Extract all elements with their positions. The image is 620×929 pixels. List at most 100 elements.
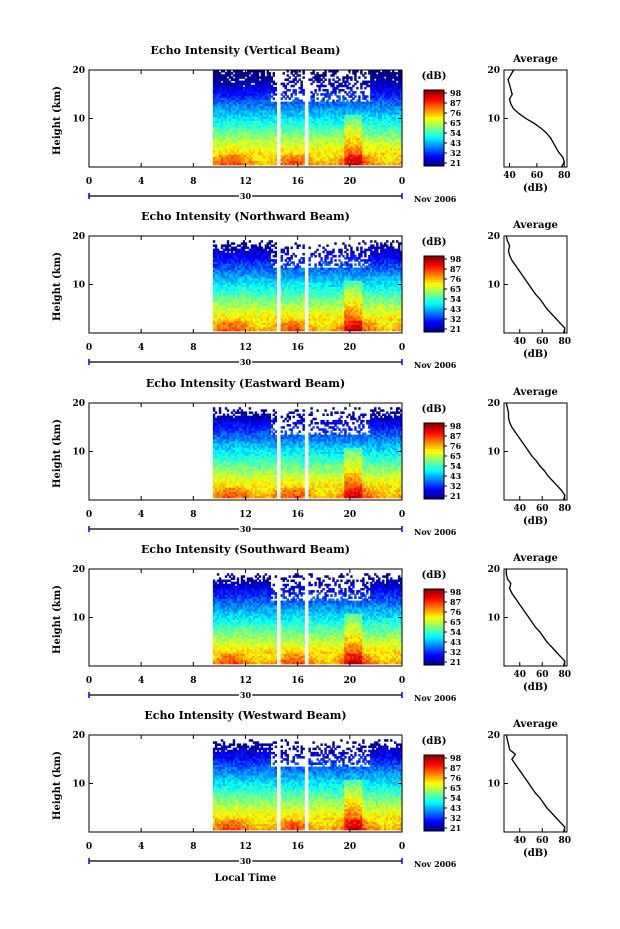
panel-title: Echo Intensity (Northward Beam) — [141, 210, 350, 223]
heatmap-cell — [378, 135, 381, 138]
heatmap-cell — [246, 118, 250, 122]
heatmap-cell — [382, 133, 385, 136]
heatmap-cell — [366, 105, 369, 109]
heatmap-cell — [246, 148, 250, 151]
heatmap-cell — [226, 271, 230, 275]
heatmap-cell — [240, 328, 244, 332]
heatmap-cell — [224, 135, 228, 138]
heatmap-cell — [218, 93, 222, 96]
heatmap-cell — [256, 288, 260, 292]
heatmap-cell — [250, 122, 254, 126]
heatmap-cell — [344, 162, 347, 166]
colorbar-segment — [424, 139, 444, 143]
heatmap-cell — [224, 122, 228, 126]
heatmap-cell — [392, 135, 395, 138]
heatmap-cell — [212, 78, 216, 81]
heatmap-cell — [236, 267, 240, 271]
heatmap-cell — [260, 261, 264, 264]
heatmap-cell — [314, 107, 317, 111]
heatmap-cell — [364, 82, 367, 86]
heatmap-cell — [400, 135, 403, 138]
heatmap-cell — [226, 244, 230, 247]
heatmap-cell — [224, 297, 228, 300]
heatmap-cell — [380, 74, 383, 77]
heatmap-cell — [270, 322, 274, 325]
heatmap-cell — [232, 122, 236, 126]
heatmap-cell — [378, 107, 381, 111]
heatmap-cell — [258, 328, 262, 332]
heatmap-cell — [284, 114, 287, 117]
heatmap-cell — [282, 152, 285, 155]
heatmap-cell — [260, 95, 264, 98]
heatmap-cell — [264, 273, 268, 277]
heatmap-cell — [374, 74, 377, 77]
heatmap-cell — [390, 162, 393, 166]
heatmap-cell — [378, 76, 381, 79]
heatmap-cell — [246, 126, 250, 130]
heatmap-cell — [222, 314, 226, 317]
heatmap-cell — [212, 91, 216, 94]
heatmap-cell — [284, 103, 287, 107]
heatmap-cell — [226, 252, 230, 256]
heatmap-cell — [262, 133, 266, 136]
heatmap-cell — [298, 145, 301, 149]
heatmap-cell — [386, 133, 389, 136]
heatmap-cell — [262, 143, 266, 147]
heatmap-cell — [334, 80, 337, 84]
heatmap-cell — [214, 129, 218, 132]
heatmap-cell — [382, 93, 385, 96]
heatmap-cell — [324, 137, 327, 140]
heatmap-cell — [248, 160, 252, 164]
heatmap-cell — [212, 305, 216, 309]
heatmap-cell — [318, 162, 321, 166]
heatmap-cell — [244, 84, 248, 88]
heatmap-cell — [350, 156, 353, 159]
heatmap-cell — [374, 150, 377, 153]
heatmap-cell — [240, 152, 244, 155]
heatmap-cell — [226, 290, 230, 294]
heatmap-cell — [266, 120, 270, 124]
heatmap-cell — [258, 137, 262, 140]
heatmap-cell — [332, 143, 335, 147]
colorbar-segment — [424, 116, 444, 120]
heatmap-cell — [214, 133, 218, 136]
heatmap-cell — [246, 282, 250, 285]
heatmap-cell — [222, 328, 226, 332]
heatmap-cell — [380, 129, 383, 132]
heatmap-cell — [384, 141, 387, 145]
heatmap-cell — [262, 74, 266, 77]
heatmap-cell — [238, 290, 242, 294]
heatmap-cell — [228, 265, 232, 269]
heatmap-cell — [224, 269, 228, 273]
heatmap-cell — [242, 131, 246, 134]
heatmap-cell — [346, 120, 349, 124]
heatmap-cell — [238, 118, 242, 122]
heatmap-cell — [350, 101, 353, 105]
heatmap-cell — [280, 152, 283, 155]
heatmap-cell — [216, 322, 220, 325]
heatmap-cell — [264, 97, 268, 100]
heatmap-cell — [364, 122, 367, 126]
heatmap-cell — [286, 162, 289, 166]
heatmap-cell — [380, 82, 383, 86]
heatmap-cell — [286, 101, 289, 105]
heatmap-cell — [242, 240, 246, 243]
heatmap-cell — [260, 280, 264, 283]
heatmap-cell — [258, 282, 262, 285]
heatmap-cell — [376, 95, 379, 98]
heatmap-cell — [258, 145, 262, 149]
heatmap-cell — [272, 152, 275, 155]
heatmap-cell — [220, 280, 224, 283]
heatmap-cell — [218, 139, 222, 143]
heatmap-cell — [228, 248, 232, 252]
heatmap-cell — [310, 137, 313, 140]
heatmap-cell — [234, 80, 238, 84]
heatmap-cell — [358, 118, 361, 122]
heatmap-cell — [388, 110, 391, 113]
heatmap-cell — [246, 86, 250, 90]
heatmap-cell — [238, 107, 242, 111]
heatmap-cell — [230, 311, 234, 315]
heatmap-cell — [334, 143, 337, 147]
heatmap-cell — [262, 248, 266, 252]
heatmap-cell — [378, 133, 381, 136]
